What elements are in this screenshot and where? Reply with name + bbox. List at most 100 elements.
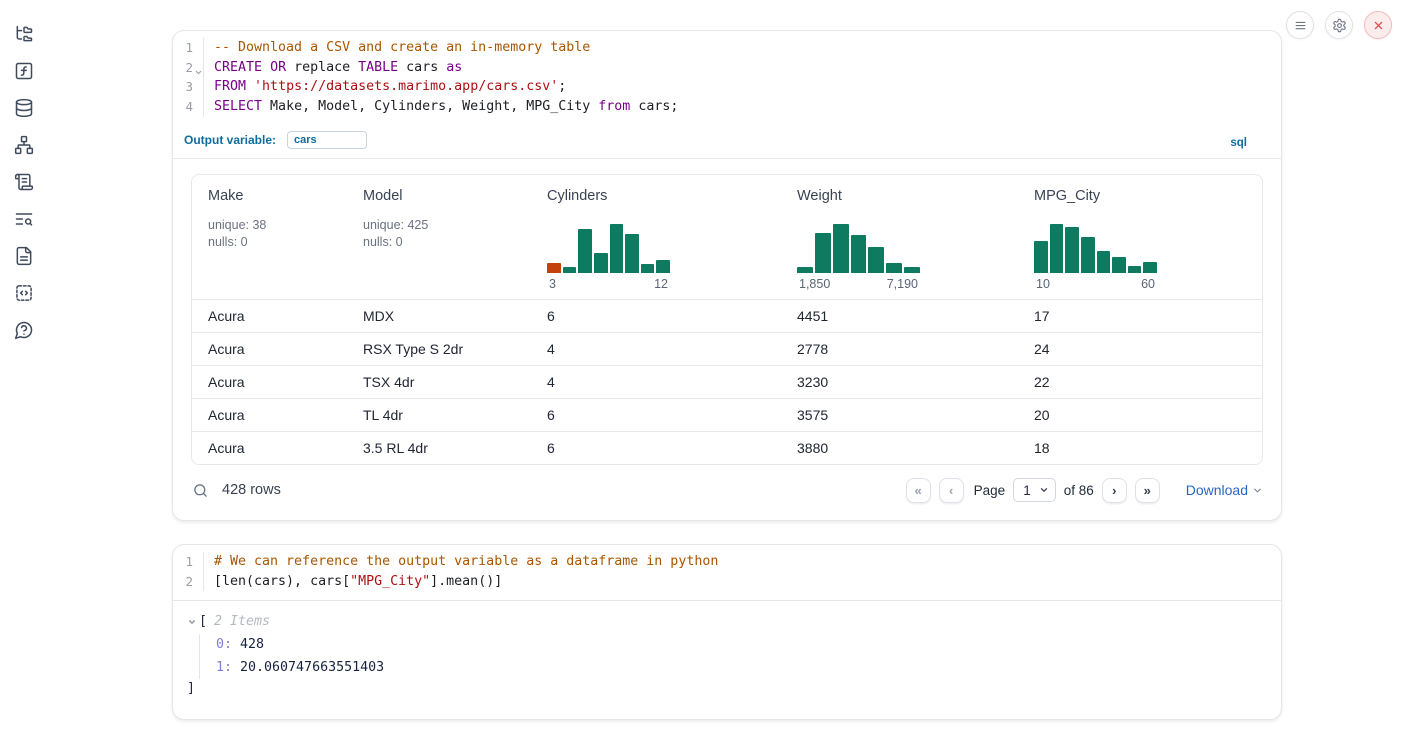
histogram-bar: [1112, 256, 1126, 273]
fold-chevron-icon[interactable]: [194, 63, 203, 74]
tree-value: 20.060747663551403: [240, 659, 385, 675]
histogram-bar: [1096, 250, 1111, 273]
table-row[interactable]: Acura RSX Type S 2dr 4 2778 24: [192, 331, 1262, 365]
file-tree-icon[interactable]: [14, 23, 35, 44]
histogram-bar: [640, 263, 655, 273]
tree-entry: 0: 428: [216, 634, 1263, 657]
page-select[interactable]: 1: [1013, 478, 1056, 503]
tree-close-bracket: ]: [187, 681, 196, 697]
table-cell: 17: [1034, 307, 1050, 324]
last-page-button[interactable]: »: [1134, 477, 1160, 503]
line-number: 2: [173, 571, 204, 592]
page-select-value: 1: [1023, 482, 1031, 498]
histogram-bar: [1049, 223, 1064, 273]
histogram-bar: [578, 228, 592, 273]
histogram: [547, 221, 670, 273]
column-header-make[interactable]: Make unique: 38 nulls: 0: [192, 175, 347, 299]
top-controls: [1286, 11, 1392, 39]
menu-button[interactable]: [1286, 11, 1314, 39]
file-text-icon[interactable]: [14, 245, 35, 266]
column-header-model[interactable]: Model unique: 425 nulls: 0: [347, 175, 531, 299]
code-line[interactable]: 4 SELECT Make, Model, Cylinders, Weight, …: [173, 97, 1281, 117]
notebook: 1 -- Download a CSV and create an in-memo…: [172, 30, 1282, 721]
histogram-axis-labels: 3 12: [549, 276, 668, 291]
column-name: Make: [208, 187, 244, 204]
prev-page-button[interactable]: ‹: [938, 477, 964, 503]
table-cell: 2778: [797, 340, 829, 357]
shutdown-icon: [1371, 18, 1386, 33]
output-variable-input[interactable]: cars: [287, 130, 368, 149]
histogram-bar: [625, 233, 639, 273]
settings-button[interactable]: [1325, 11, 1353, 39]
database-icon[interactable]: [14, 97, 35, 118]
code-line[interactable]: 1 -- Download a CSV and create an in-memo…: [173, 38, 1281, 58]
search-icon[interactable]: [192, 482, 209, 499]
histogram-bar: [868, 246, 885, 273]
table-cell: Acura: [208, 307, 245, 324]
table-row[interactable]: Acura MDX 6 4451 17: [192, 298, 1262, 332]
tree-key: 1:: [216, 659, 233, 675]
menu-icon: [1293, 18, 1308, 33]
scroll-text-icon[interactable]: [14, 171, 35, 192]
histogram-bar: [797, 266, 813, 273]
shutdown-button[interactable]: [1364, 11, 1392, 39]
table-cell: 6: [547, 406, 555, 423]
histogram-bar: [814, 232, 831, 273]
help-circle-icon[interactable]: [14, 319, 35, 340]
first-page-button[interactable]: «: [905, 477, 931, 503]
text-search-icon[interactable]: [14, 208, 35, 229]
table-cell: Acura: [208, 406, 245, 423]
code-line[interactable]: 3 FROM 'https://datasets.marimo.app/cars.…: [173, 77, 1281, 98]
histogram-axis-labels: 1,850 7,190: [799, 276, 918, 291]
table-row[interactable]: Acura TL 4dr 6 3575 20: [192, 397, 1262, 431]
column-name: Cylinders: [547, 187, 608, 204]
code-line[interactable]: 2 CREATE OR replace TABLE cars as: [173, 57, 1281, 78]
column-header-weight[interactable]: Weight 1,850 7,190: [781, 175, 1018, 299]
sql-code-editor[interactable]: 1 -- Download a CSV and create an in-memo…: [173, 31, 1281, 126]
histogram-bar: [1065, 226, 1079, 273]
histogram-bar: [1080, 236, 1095, 273]
function-square-icon[interactable]: [14, 60, 35, 81]
python-code-editor[interactable]: 1 # We can reference the output variable …: [173, 545, 1281, 600]
column-name: MPG_City: [1034, 187, 1101, 204]
table-cell: 22: [1034, 373, 1050, 390]
table-row[interactable]: Acura 3.5 RL 4dr 6 3880 18: [192, 430, 1262, 464]
code-content: [len(cars), cars["MPG_City"].mean()]: [214, 573, 503, 589]
table-cell: 3575: [797, 406, 829, 423]
histogram-bar: [593, 252, 608, 273]
python-cell: 1 # We can reference the output variable …: [172, 543, 1282, 721]
table-cell: 20: [1034, 406, 1050, 423]
histogram: [797, 221, 921, 273]
table-footer: 428 rows « ‹ Page 1 of 86 › » Download: [173, 465, 1281, 520]
tree-value: 428: [240, 637, 265, 653]
column-name: Model: [363, 187, 403, 204]
next-page-button[interactable]: ›: [1101, 477, 1127, 503]
table-cell: Acura: [208, 340, 245, 357]
chevron-down-icon: [1040, 488, 1047, 493]
code-snippet-icon[interactable]: [14, 282, 35, 303]
table-cell: 6: [547, 307, 555, 324]
column-header-mpg_city[interactable]: MPG_City 10 60: [1018, 175, 1262, 299]
code-line[interactable]: 2 [len(cars), cars["MPG_City"].mean()]: [173, 571, 1281, 592]
tree-root: [ 2 Items: [187, 614, 1263, 629]
code-content: FROM 'https://datasets.marimo.app/cars.c…: [214, 79, 567, 95]
network-icon[interactable]: [14, 134, 35, 155]
download-button[interactable]: Download: [1186, 482, 1263, 498]
sidebar: [0, 0, 48, 340]
chevron-down-icon[interactable]: [187, 617, 197, 627]
code-content: CREATE OR replace TABLE cars as: [214, 59, 463, 75]
pagination: « ‹ Page 1 of 86 › » Download: [905, 477, 1263, 503]
download-label: Download: [1185, 482, 1248, 499]
chevron-down-icon: [1254, 488, 1261, 493]
table-cell: 4: [547, 340, 555, 357]
output-variable-label: Output variable:: [184, 132, 277, 147]
table-cell: 6: [547, 439, 555, 456]
code-line[interactable]: 1 # We can reference the output variable …: [173, 551, 1281, 572]
page-total-label: of 86: [1063, 482, 1094, 498]
table-row[interactable]: Acura TSX 4dr 4 3230 22: [192, 364, 1262, 398]
line-number: 1: [173, 551, 204, 572]
histogram-bar: [832, 223, 849, 273]
column-header-cylinders[interactable]: Cylinders 3 12: [531, 175, 781, 299]
histogram-bar: [904, 266, 921, 273]
table-cell: Acura: [208, 373, 245, 390]
